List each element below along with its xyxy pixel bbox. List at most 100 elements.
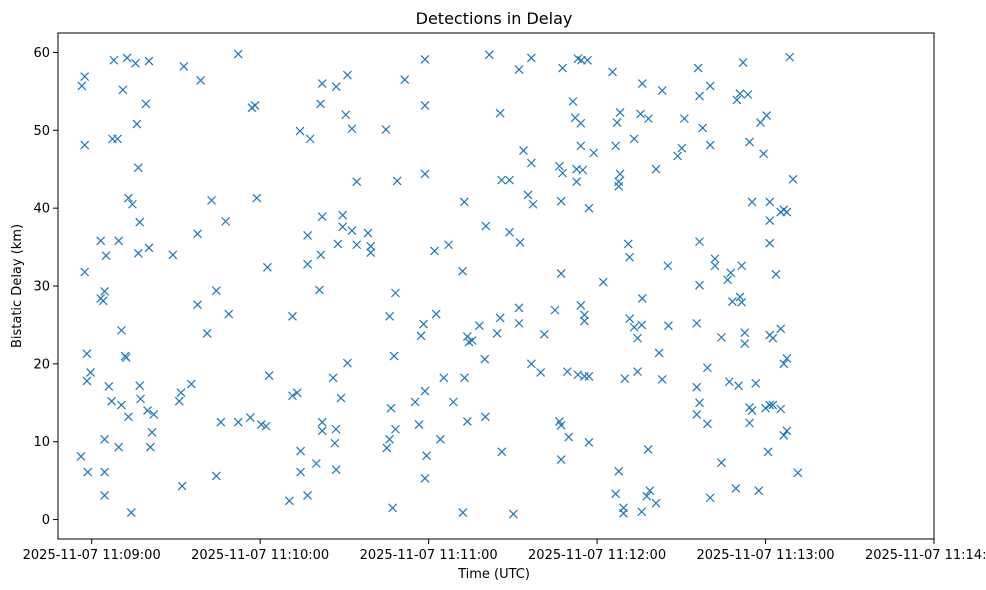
data-point bbox=[492, 329, 502, 338]
data-point bbox=[391, 288, 400, 298]
data-point bbox=[347, 124, 357, 134]
data-point bbox=[737, 261, 747, 271]
data-point bbox=[555, 161, 564, 171]
data-point bbox=[132, 119, 142, 129]
data-point bbox=[519, 146, 528, 155]
data-point bbox=[400, 75, 410, 85]
data-point bbox=[177, 481, 187, 491]
data-point bbox=[420, 100, 430, 110]
data-point bbox=[625, 314, 635, 324]
data-point bbox=[558, 168, 567, 178]
x-tick-label: 2025-11-07 11:12:00 bbox=[528, 548, 666, 563]
data-point bbox=[776, 324, 786, 334]
data-point bbox=[747, 406, 757, 415]
data-point bbox=[644, 114, 653, 124]
data-point bbox=[695, 237, 704, 247]
x-tick-label: 2025-11-07 11:09:00 bbox=[23, 548, 161, 563]
data-point bbox=[430, 246, 439, 256]
data-point bbox=[550, 305, 560, 315]
data-point bbox=[296, 446, 306, 456]
data-point bbox=[788, 174, 798, 184]
data-point bbox=[100, 434, 110, 444]
data-point bbox=[336, 393, 346, 403]
y-tick-label: 30 bbox=[33, 280, 50, 295]
data-point bbox=[523, 190, 533, 200]
data-point bbox=[221, 216, 231, 226]
data-point bbox=[679, 114, 689, 124]
data-point bbox=[623, 239, 633, 249]
data-point bbox=[305, 134, 315, 144]
data-point bbox=[101, 251, 111, 261]
data-point bbox=[745, 418, 754, 428]
x-axis-label: Time (UTC) bbox=[457, 567, 530, 582]
data-point bbox=[761, 403, 770, 413]
data-point bbox=[745, 137, 754, 147]
data-point bbox=[751, 378, 761, 388]
data-point bbox=[250, 100, 260, 110]
data-point bbox=[121, 353, 131, 363]
data-point bbox=[76, 452, 86, 461]
data-point bbox=[126, 508, 136, 517]
data-point bbox=[338, 222, 348, 232]
data-point bbox=[136, 394, 145, 404]
data-point bbox=[363, 228, 373, 238]
data-point bbox=[536, 367, 546, 377]
data-point bbox=[114, 236, 124, 246]
data-point bbox=[202, 329, 212, 338]
data-point bbox=[80, 140, 90, 150]
data-point bbox=[705, 81, 715, 91]
data-point bbox=[576, 141, 586, 151]
x-tick-label: 2025-11-07 11:14:00 bbox=[865, 548, 986, 563]
data-point bbox=[82, 349, 92, 359]
data-point bbox=[710, 254, 720, 264]
data-point bbox=[303, 259, 313, 269]
data-point bbox=[717, 332, 726, 342]
data-point bbox=[144, 243, 154, 253]
data-point bbox=[693, 63, 703, 73]
data-point bbox=[564, 432, 574, 442]
data-point bbox=[124, 412, 133, 422]
data-point bbox=[224, 309, 234, 319]
data-point bbox=[695, 91, 704, 101]
data-point bbox=[207, 195, 217, 205]
data-point bbox=[386, 403, 396, 413]
data-point bbox=[98, 296, 108, 306]
data-point bbox=[692, 382, 702, 392]
data-point bbox=[475, 321, 484, 331]
data-point bbox=[526, 53, 536, 63]
data-point bbox=[732, 95, 742, 105]
data-point bbox=[642, 491, 652, 501]
x-tick-label: 2025-11-07 11:13:00 bbox=[696, 548, 834, 563]
data-point bbox=[420, 386, 430, 396]
data-point bbox=[779, 431, 789, 440]
data-point bbox=[620, 374, 630, 384]
data-point bbox=[83, 467, 93, 477]
data-point bbox=[625, 252, 635, 262]
data-point bbox=[314, 285, 324, 295]
data-point bbox=[193, 229, 202, 239]
data-point bbox=[127, 199, 137, 209]
data-point bbox=[584, 371, 594, 381]
data-point bbox=[771, 269, 781, 279]
data-point bbox=[77, 81, 87, 91]
data-point bbox=[768, 333, 778, 343]
y-tick-label: 0 bbox=[42, 513, 50, 528]
data-point bbox=[317, 212, 327, 222]
data-point bbox=[347, 226, 357, 236]
data-point bbox=[80, 72, 90, 82]
data-point bbox=[692, 318, 702, 328]
data-point bbox=[196, 76, 206, 85]
data-point bbox=[735, 292, 745, 302]
data-point bbox=[352, 240, 362, 250]
x-tick-label: 2025-11-07 11:11:00 bbox=[360, 548, 498, 563]
data-point bbox=[385, 434, 395, 444]
data-point bbox=[611, 141, 621, 151]
data-point bbox=[723, 275, 733, 285]
data-point bbox=[143, 406, 152, 415]
data-point bbox=[295, 126, 305, 136]
data-point bbox=[147, 427, 157, 437]
data-point bbox=[252, 193, 262, 203]
data-point bbox=[338, 210, 348, 220]
data-point bbox=[614, 181, 624, 191]
